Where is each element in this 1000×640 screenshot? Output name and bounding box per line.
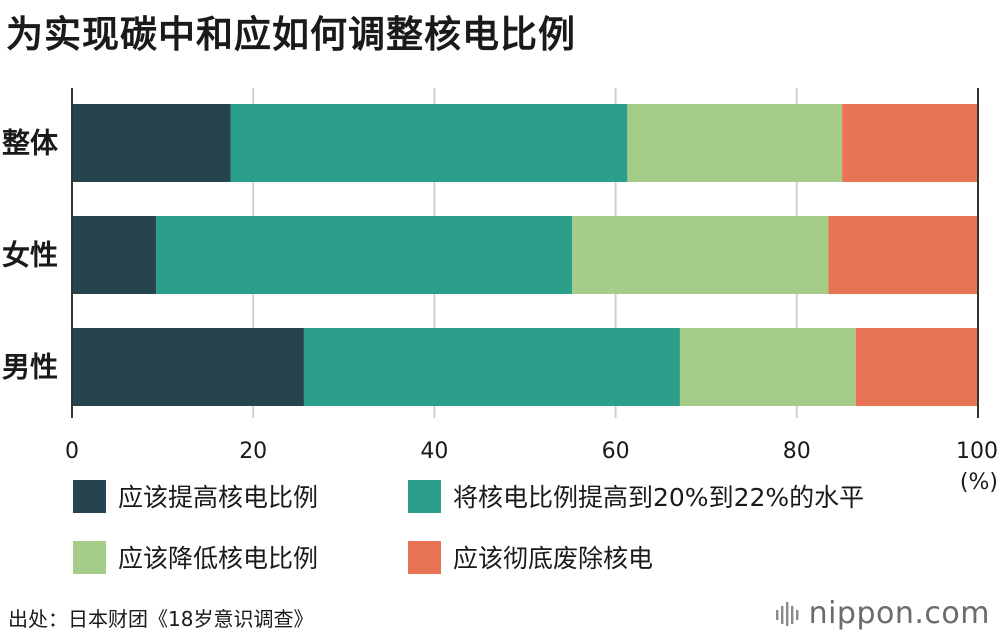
x-tick-label-0: 0	[65, 439, 79, 464]
bar-segment-2-3	[855, 328, 978, 406]
legend-label-target: 将核电比例提高到20%到22%的水平	[453, 483, 865, 512]
bar-segment-2-1	[303, 328, 680, 406]
bar-segment-0-2	[627, 104, 843, 182]
source-note: 出处：日本财团《18岁意识调查》	[8, 607, 314, 631]
chart-title: 为实现碳中和应如何调整核电比例	[6, 13, 576, 56]
legend-label-abolish: 应该彻底废除核电	[453, 544, 654, 573]
legend-label-increase: 应该提高核电比例	[118, 483, 319, 512]
brand-text: nippon.com	[808, 596, 990, 631]
bar-segment-0-1	[230, 104, 628, 182]
bar-segment-2-0	[72, 328, 304, 406]
legend-label-decrease: 应该降低核电比例	[118, 544, 319, 573]
bar-segment-1-2	[572, 216, 829, 294]
legend-swatch-target	[408, 479, 441, 513]
x-tick-label-40: 40	[420, 439, 448, 464]
legend-item-increase: 应该提高核电比例	[73, 478, 318, 514]
legend-swatch-abolish	[408, 540, 441, 574]
x-unit-label: (%)	[960, 470, 998, 495]
legend-item-decrease: 应该降低核电比例	[73, 539, 318, 575]
brand-logo: nippon.com	[775, 596, 990, 631]
bar-segment-1-3	[828, 216, 978, 294]
x-tick-label-80: 80	[783, 439, 811, 464]
x-tick-label-60: 60	[602, 439, 630, 464]
category-label-0: 整体	[2, 127, 59, 160]
x-tick-label-20: 20	[239, 439, 267, 464]
x-axis: 0 20 40 60 80 100 (%)	[65, 88, 998, 495]
brand-mark-icon	[775, 601, 798, 626]
bar-segment-0-0	[72, 104, 231, 182]
bar-segment-1-1	[156, 216, 573, 294]
legend-swatch-increase	[73, 479, 106, 513]
legend-swatch-decrease	[73, 540, 106, 574]
bar-segment-2-2	[679, 328, 856, 406]
category-label-1: 女性	[2, 239, 58, 272]
bar-segments	[72, 104, 978, 406]
bar-segment-0-3	[842, 104, 978, 182]
category-label-2: 男性	[2, 351, 58, 384]
legend-item-target: 将核电比例提高到20%到22%的水平	[408, 478, 864, 514]
x-tick-label-100: 100	[956, 439, 998, 464]
bar-segment-1-0	[72, 216, 157, 294]
legend-item-abolish: 应该彻底废除核电	[408, 539, 653, 575]
